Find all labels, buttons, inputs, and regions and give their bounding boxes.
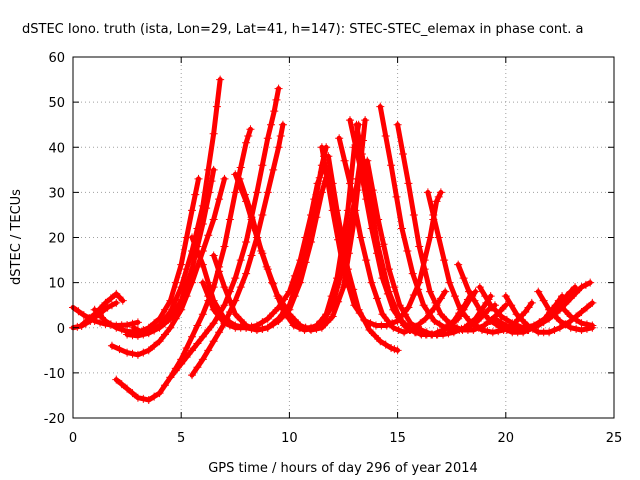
y-tick-label: -10: [44, 367, 65, 382]
x-tick-label: 5: [177, 431, 185, 446]
chart-title: dSTEC Iono. truth (ista, Lon=29, Lat=41,…: [22, 22, 584, 37]
series-7-markers: [107, 174, 229, 359]
series-13-markers: [188, 143, 331, 335]
series-31: [555, 301, 597, 330]
y-axis-label: dSTEC / TECUs: [9, 189, 24, 285]
y-tick-label: 30: [48, 186, 65, 201]
y-tick-label: -20: [44, 412, 65, 427]
series-28: [490, 278, 595, 335]
series-24: [393, 120, 510, 335]
series-30-markers: [534, 287, 597, 335]
series-8-markers: [112, 125, 255, 404]
series-28-markers: [490, 278, 595, 335]
series-18: [324, 152, 402, 355]
x-tick-label: 10: [281, 431, 298, 446]
series-12-band: [211, 167, 331, 333]
x-tick-label: 0: [69, 431, 77, 446]
x-axis-label: GPS time / hours of day 296 of year 2014: [208, 461, 478, 476]
series-30: [534, 287, 597, 335]
y-tick-label: 60: [48, 51, 65, 66]
series-3: [79, 289, 127, 328]
series-6: [129, 75, 225, 337]
x-tick-label: 15: [389, 431, 406, 446]
series-31-markers: [555, 301, 597, 330]
y-tick-label: 0: [57, 322, 65, 337]
series-7: [107, 174, 229, 359]
axis-ticks: 0 5 10 15 20 25 -20 -10 0 10 20 30 40 50 60: [44, 51, 623, 446]
series-4-markers: [90, 174, 203, 337]
y-tick-label: 50: [48, 96, 65, 111]
series-22: [363, 156, 495, 339]
series-layer: [69, 75, 597, 404]
y-tick-label: 10: [48, 277, 65, 292]
series-8: [112, 125, 255, 404]
x-tick-label: 25: [606, 431, 623, 446]
x-tick-label: 20: [498, 431, 515, 446]
series-3-markers: [79, 289, 127, 328]
series-4: [90, 174, 203, 337]
series-13: [188, 143, 331, 335]
series-18-markers: [324, 152, 402, 355]
series-9-markers: [166, 84, 283, 382]
series-9: [166, 84, 283, 382]
series-6-markers: [129, 75, 225, 337]
y-tick-label: 40: [48, 141, 65, 156]
y-tick-label: 20: [48, 232, 65, 247]
